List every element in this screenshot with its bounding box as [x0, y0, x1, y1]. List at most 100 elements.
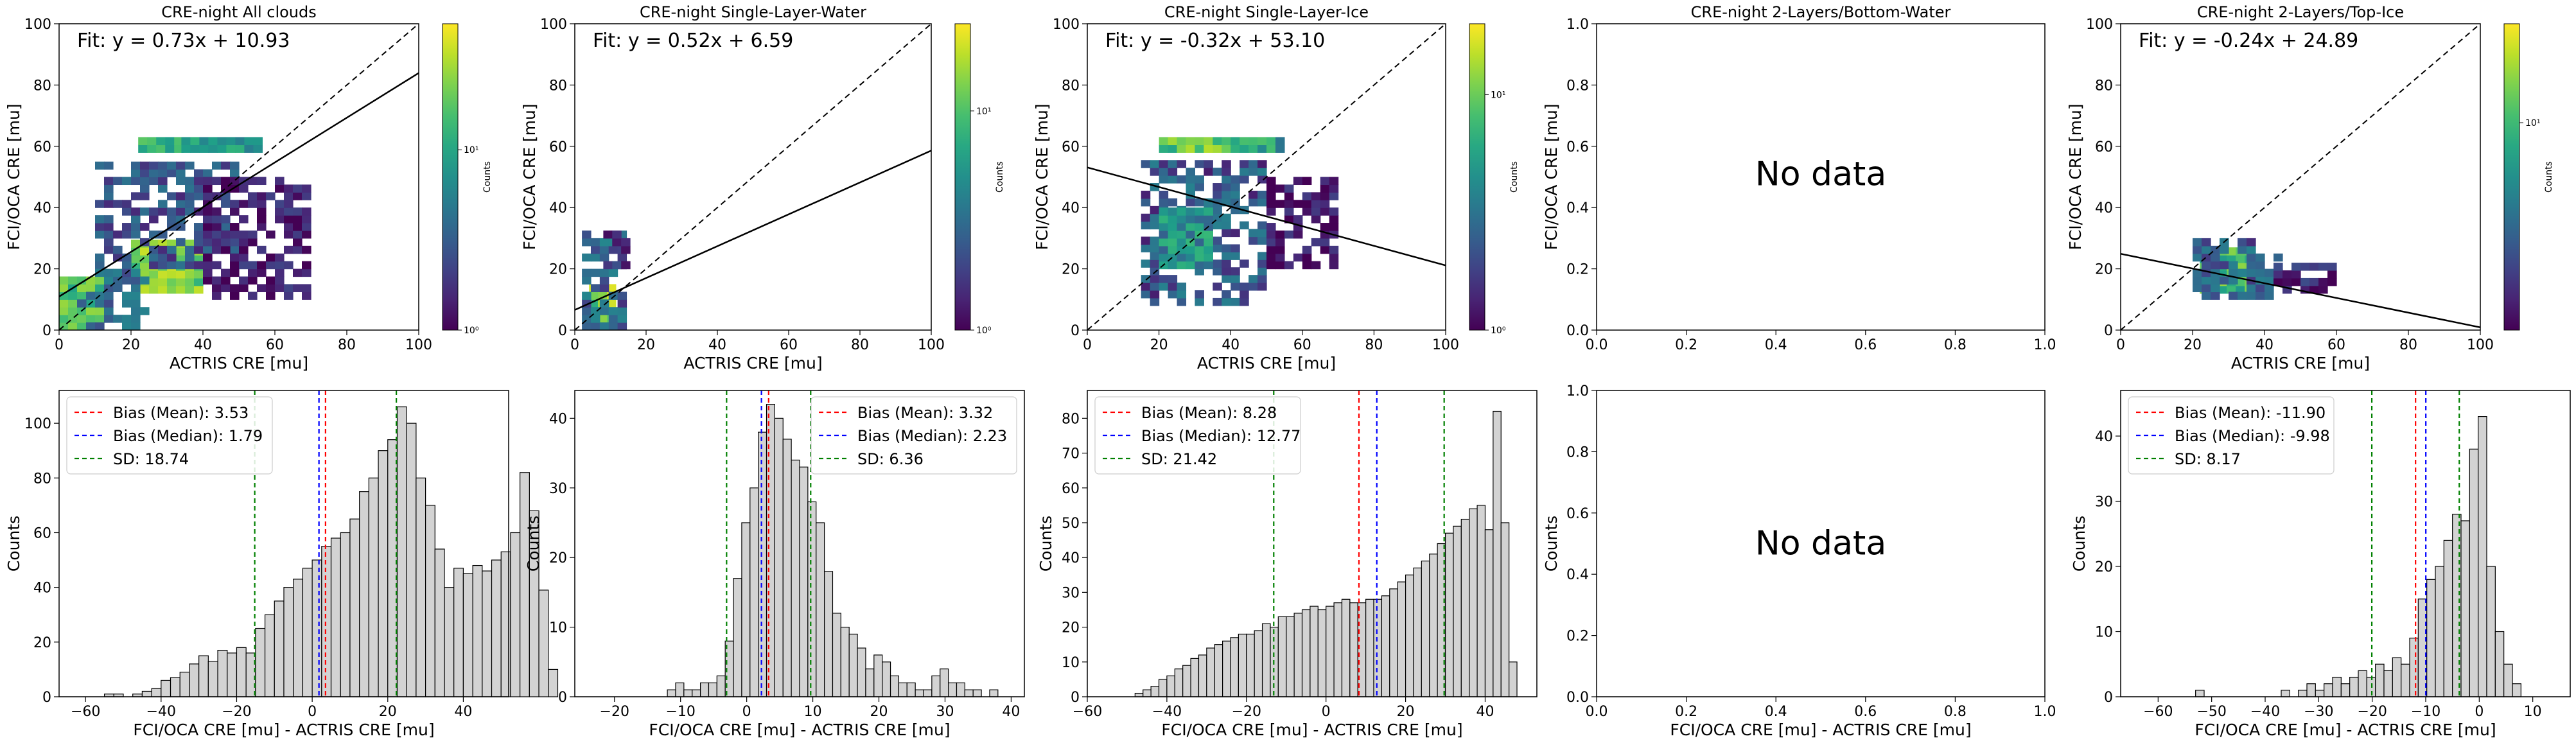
- heatmap-cell: [194, 255, 204, 263]
- heatmap-cell: [2193, 276, 2202, 285]
- heatmap-cell: [257, 192, 267, 200]
- heatmap-cell: [266, 292, 276, 300]
- heatmap-cell: [1168, 245, 1178, 254]
- heatmap-cell: [156, 137, 166, 146]
- heatmap-cell: [140, 223, 150, 231]
- x-tick-label: 20: [637, 337, 655, 353]
- legend-label: SD: 21.42: [1141, 450, 1217, 468]
- x-tick-label: 80: [338, 337, 356, 353]
- histogram-bar: [2383, 670, 2393, 697]
- axes-frame: [1087, 390, 1538, 697]
- heatmap-cell: [1177, 175, 1187, 184]
- heatmap-cell: [2265, 268, 2274, 277]
- heatmap-cell: [1204, 144, 1213, 153]
- heatmap-cell: [167, 253, 177, 262]
- heatmap-cell: [208, 137, 218, 146]
- heatmap-cell: [104, 276, 114, 285]
- heatmap-cell: [275, 215, 285, 223]
- x-tick-label: 0.6: [1854, 704, 1877, 720]
- heatmap-cell: [1186, 175, 1195, 184]
- heatmap-cell: [2327, 263, 2337, 271]
- histogram-bar: [283, 587, 294, 697]
- heatmap-cell: [2193, 253, 2202, 262]
- heatmap-cell: [203, 268, 213, 277]
- heatmap-cell: [131, 276, 141, 285]
- heatmap-cell: [221, 230, 231, 239]
- histogram-bar: [1286, 616, 1295, 697]
- histogram-bar: [1389, 588, 1398, 697]
- heatmap-cell: [1231, 183, 1240, 191]
- heatmap-cell: [1204, 207, 1213, 216]
- heatmap-cell: [257, 215, 267, 223]
- heatmap-cell: [185, 161, 195, 170]
- heatmap-cell: [248, 192, 258, 200]
- histogram-bar: [491, 559, 502, 697]
- heatmap-cell: [1150, 168, 1160, 176]
- heatmap-cell: [1141, 283, 1151, 291]
- heatmap-cell: [2309, 277, 2319, 286]
- y-tick-label: 0: [1071, 690, 1080, 706]
- heatmap-cell: [1186, 230, 1195, 239]
- heatmap-cell: [1275, 238, 1285, 247]
- heatmap-cell: [122, 207, 132, 216]
- histogram-bar: [321, 546, 332, 697]
- histogram-bar: [161, 679, 171, 697]
- y-tick-label: 20: [1062, 262, 1080, 278]
- heatmap-cell: [1177, 144, 1187, 153]
- legend-box: [1094, 396, 1301, 475]
- heatmap-cell: [122, 200, 132, 208]
- plot-area: [575, 24, 931, 330]
- histogram-bar: [1214, 644, 1223, 697]
- heatmap-cell: [1186, 253, 1195, 262]
- histogram-bar: [2486, 566, 2496, 697]
- y-tick-label: 20: [33, 262, 51, 278]
- heatmap-cell: [176, 161, 186, 170]
- heatmap-cell: [1195, 290, 1204, 299]
- heatmap-cell: [2265, 292, 2274, 300]
- heatmap-cell: [95, 268, 105, 277]
- legend-label: Bias (Median): 12.77: [1141, 427, 1301, 445]
- heatmap-cell: [104, 292, 114, 300]
- heatmap-cell: [621, 238, 631, 247]
- heatmap-cell: [131, 299, 141, 308]
- heatmap-cell: [608, 322, 618, 330]
- heatmap-cell: [284, 200, 294, 208]
- heatmap-cell: [248, 276, 258, 285]
- heatmap-cell: [68, 322, 78, 330]
- heatmap-cell: [266, 253, 276, 262]
- heatmap-cell: [176, 169, 186, 178]
- histogram-bar: [510, 532, 521, 697]
- histogram-bar: [1174, 669, 1184, 697]
- heatmap-cell: [1204, 160, 1213, 168]
- heatmap-cell: [239, 276, 249, 285]
- heatmap-cell: [1302, 177, 1312, 186]
- identity-line: [2121, 24, 2480, 330]
- heatmap-cell: [194, 261, 204, 270]
- histogram-bar: [956, 682, 965, 697]
- heatmap-cell: [185, 261, 195, 270]
- y-tick-label: 10: [1062, 655, 1080, 671]
- heatmap-cell: [302, 192, 311, 200]
- heatmap-cell: [230, 253, 240, 262]
- heatmap-cell: [2291, 270, 2301, 279]
- heatmap-cell: [302, 230, 311, 239]
- heatmap-cell: [590, 284, 600, 292]
- y-tick-label: 0: [2104, 323, 2113, 339]
- heatmap-cell: [275, 284, 285, 292]
- heatmap-cell: [113, 177, 123, 186]
- heatmap-cell: [1195, 144, 1204, 153]
- x-tick-label: 1.0: [2034, 337, 2056, 353]
- histogram-bar: [1405, 574, 1414, 697]
- heatmap-cell: [275, 253, 285, 262]
- heatmap-cell: [140, 169, 150, 178]
- heatmap-cell: [212, 207, 222, 216]
- heatmap-cell: [1159, 215, 1169, 223]
- heatmap-cell: [104, 230, 114, 239]
- histogram-bar: [1429, 554, 1438, 697]
- histogram-bar: [940, 669, 949, 697]
- histogram-bar: [396, 406, 407, 697]
- heatmap-cell: [131, 192, 141, 200]
- x-tick-label: 0: [2475, 704, 2484, 720]
- heatmap-cell: [2236, 263, 2245, 271]
- axes-frame: [2120, 23, 2481, 331]
